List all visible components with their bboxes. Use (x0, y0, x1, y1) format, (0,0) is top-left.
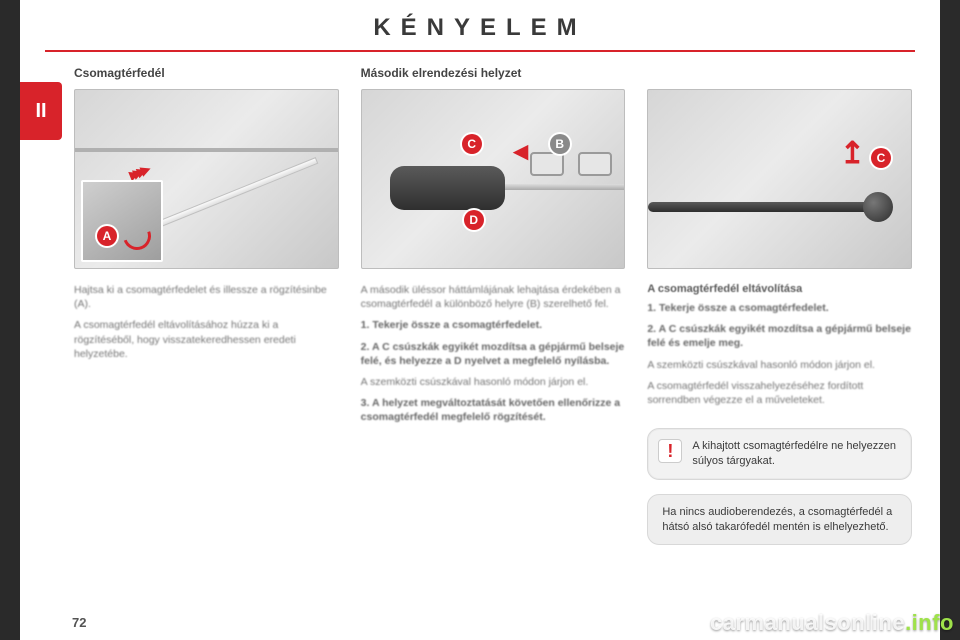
warning-icon: ! (658, 439, 682, 463)
callout-b: B (550, 134, 570, 154)
col3-p0: 1. Tekerje össze a csomagtérfedelet. (647, 301, 912, 315)
watermark-part2: .info (905, 610, 954, 635)
col3-p2: A szemközti csúszkával hasonló módon jár… (647, 358, 912, 372)
shelf-line (75, 148, 338, 152)
content-row: Csomagtérfedél ▸▸▸▸ A Hajtsa ki a csomag… (20, 66, 940, 545)
manual-page: KÉNYELEM II Csomagtérfedél ▸▸▸▸ A Hajtsa… (20, 0, 940, 640)
col3-subtitle: A csomagtérfedél eltávolítása (647, 283, 912, 295)
col2-p3: A szemközti csúszkával hasonló módon jár… (361, 375, 626, 389)
col3-p3: A csomagtérfedél visszahelyezéséhez ford… (647, 379, 912, 407)
illustration-lift-roller: ↥ C (647, 89, 912, 269)
col3-heading-spacer (647, 66, 912, 81)
col1-p2: A csomagtérfedél eltávolításához húz­za … (74, 318, 339, 361)
red-arrow-up-icon: ↥ (840, 136, 865, 171)
callout-d: D (464, 210, 484, 230)
col1-heading: Csomagtérfedél (74, 66, 339, 81)
slot-b (530, 152, 564, 176)
roller-cartridge (390, 166, 505, 210)
column-2: Második elrendezési helyzet ◄ C B D A má… (361, 66, 626, 545)
illustration-cargo-cover: ▸▸▸▸ A (74, 89, 339, 269)
callout-c-3: C (871, 148, 891, 168)
col3-p1: 2. A C csúszkák egyikét mozdítsa a gép­j… (647, 322, 912, 350)
col1-p1: Hajtsa ki a csomagtérfedelet és illessze… (74, 283, 339, 311)
roller-endcap (863, 192, 893, 222)
col1-body: Hajtsa ki a csomagtérfedelet és illessze… (74, 283, 339, 368)
col2-p1: 1. Tekerje össze a csomagtérfedelet. (361, 318, 626, 332)
inset-detail: A (81, 180, 163, 262)
col3-text: 1. Tekerje össze a csomagtérfedelet. 2. … (647, 301, 912, 407)
col3-body: A csomagtérfedél eltávolítása 1. Tekerje… (647, 283, 912, 414)
watermark-part1: carmanualsonline (710, 610, 905, 635)
roller-rod-3 (648, 202, 891, 212)
rotate-arrow-icon (118, 217, 155, 254)
column-1: Csomagtérfedél ▸▸▸▸ A Hajtsa ki a csomag… (74, 66, 339, 545)
page-title: KÉNYELEM (20, 0, 940, 50)
info-text: Ha nincs audioberendezés, a cso­magtérfe… (662, 506, 892, 533)
red-arrow-left-icon: ◄ (508, 136, 534, 167)
warning-box: ! A kihajtott csomagtérfedélre ne helyez… (647, 428, 912, 480)
illustration-roller-slots: ◄ C B D (361, 89, 626, 269)
col2-heading: Második elrendezési helyzet (361, 66, 626, 81)
callout-c: C (462, 134, 482, 154)
roller-rod (502, 184, 625, 190)
col2-p0: A második üléssor háttámlájának lehaj­tá… (361, 283, 626, 311)
slot-extra (578, 152, 612, 176)
callout-a: A (97, 226, 117, 246)
info-box: Ha nincs audioberendezés, a cso­magtérfe… (647, 494, 912, 546)
col2-p4: 3. A helyzet megváltoztatását köve­tően … (361, 396, 626, 424)
page-number: 72 (72, 615, 86, 630)
warning-text: A kihajtott csomagtérfedélre ne helyezze… (692, 440, 896, 467)
title-underline (45, 50, 915, 52)
watermark: carmanualsonline.info (710, 610, 954, 636)
column-3: ↥ C A csomagtérfedél eltávolítása 1. Tek… (647, 66, 912, 545)
col2-p2: 2. A C csúszkák egyikét mozdítsa a gépjá… (361, 340, 626, 368)
col2-body: A második üléssor háttámlájának lehaj­tá… (361, 283, 626, 431)
section-tab: II (20, 82, 62, 140)
